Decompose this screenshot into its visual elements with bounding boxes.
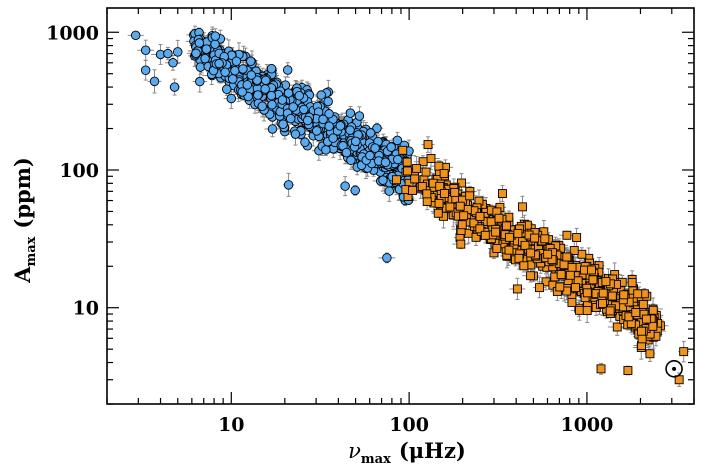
scatter-chart: 10 100 1000101001000 νmax (μHz) Amax(ppm) — [10, 7, 695, 467]
